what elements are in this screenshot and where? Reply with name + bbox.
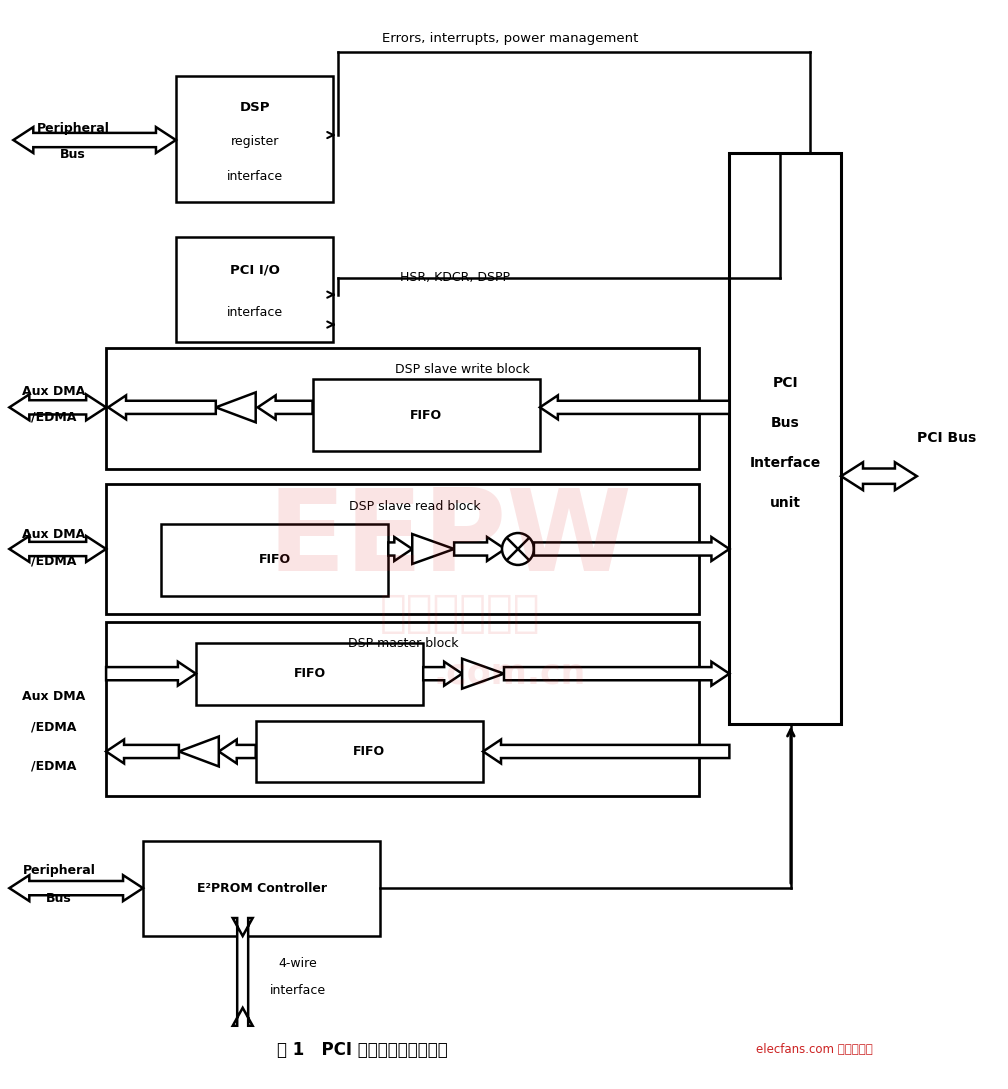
Polygon shape: [455, 537, 505, 561]
Polygon shape: [412, 534, 455, 564]
Polygon shape: [219, 739, 256, 763]
Text: Bus: Bus: [771, 416, 799, 430]
Text: HSR, KDCR, DSPP: HSR, KDCR, DSPP: [400, 271, 510, 284]
Polygon shape: [108, 395, 216, 419]
Circle shape: [502, 533, 534, 565]
Polygon shape: [540, 395, 730, 419]
Polygon shape: [388, 537, 412, 561]
Polygon shape: [483, 739, 730, 763]
Text: interface: interface: [227, 170, 283, 183]
Polygon shape: [462, 659, 504, 688]
Text: FIFO: FIFO: [354, 745, 385, 758]
Text: elecfans.com 电子发烧友: elecfans.com 电子发烧友: [756, 1043, 873, 1056]
Polygon shape: [13, 127, 176, 152]
Bar: [176, 76, 334, 201]
Text: 4-wire: 4-wire: [278, 957, 317, 970]
Text: DSP slave read block: DSP slave read block: [349, 500, 481, 513]
Text: FIFO: FIFO: [410, 408, 443, 421]
Polygon shape: [504, 662, 730, 686]
Text: /EDMA: /EDMA: [30, 760, 76, 773]
Text: /EDMA: /EDMA: [30, 554, 76, 567]
Text: 图 1   PCI 接口的内部结构框图: 图 1 PCI 接口的内部结构框图: [277, 1041, 448, 1059]
Text: Bus: Bus: [46, 892, 73, 905]
Text: Peripheral: Peripheral: [23, 864, 96, 877]
Bar: [106, 347, 700, 469]
Bar: [106, 622, 700, 796]
Bar: [312, 379, 540, 451]
Polygon shape: [258, 395, 312, 419]
Polygon shape: [534, 537, 730, 561]
Text: Errors, interrupts, power management: Errors, interrupts, power management: [382, 32, 638, 45]
Text: PCI I/O: PCI I/O: [230, 264, 279, 277]
Text: PCI Bus: PCI Bus: [917, 431, 977, 445]
Polygon shape: [9, 876, 143, 901]
Polygon shape: [9, 394, 106, 420]
Text: DSP: DSP: [240, 101, 270, 114]
Text: unit: unit: [770, 497, 800, 510]
Text: E²PROM Controller: E²PROM Controller: [197, 882, 327, 895]
Polygon shape: [233, 918, 253, 1026]
Text: 电子产品世界: 电子产品世界: [380, 592, 540, 635]
Bar: [730, 152, 841, 723]
Text: interface: interface: [227, 306, 283, 319]
Polygon shape: [423, 662, 462, 686]
Text: FIFO: FIFO: [293, 668, 326, 681]
Polygon shape: [106, 662, 196, 686]
Text: .com.cn: .com.cn: [433, 657, 587, 690]
Text: DSP slave write block: DSP slave write block: [395, 363, 529, 376]
Polygon shape: [106, 739, 178, 763]
Polygon shape: [178, 736, 219, 767]
Text: Interface: Interface: [750, 456, 821, 470]
Text: interface: interface: [269, 984, 326, 998]
Text: Peripheral: Peripheral: [36, 122, 110, 135]
Bar: [106, 485, 700, 614]
Text: Aux DMA: Aux DMA: [21, 384, 85, 397]
Text: Aux DMA: Aux DMA: [21, 527, 85, 540]
Bar: [256, 721, 483, 782]
Polygon shape: [9, 536, 106, 562]
Text: /EDMA: /EDMA: [30, 411, 76, 424]
Text: /EDMA: /EDMA: [30, 720, 76, 733]
Bar: [176, 236, 334, 342]
Bar: [143, 841, 380, 937]
Text: register: register: [231, 135, 279, 148]
Polygon shape: [841, 462, 917, 490]
Bar: [196, 643, 423, 705]
Polygon shape: [216, 392, 256, 423]
Text: DSP master block: DSP master block: [348, 637, 458, 650]
Text: Aux DMA: Aux DMA: [21, 690, 85, 703]
Text: EEPW: EEPW: [268, 484, 633, 595]
Bar: [161, 524, 388, 596]
Text: FIFO: FIFO: [259, 553, 290, 566]
Text: Bus: Bus: [60, 148, 86, 161]
Text: PCI: PCI: [772, 377, 798, 391]
